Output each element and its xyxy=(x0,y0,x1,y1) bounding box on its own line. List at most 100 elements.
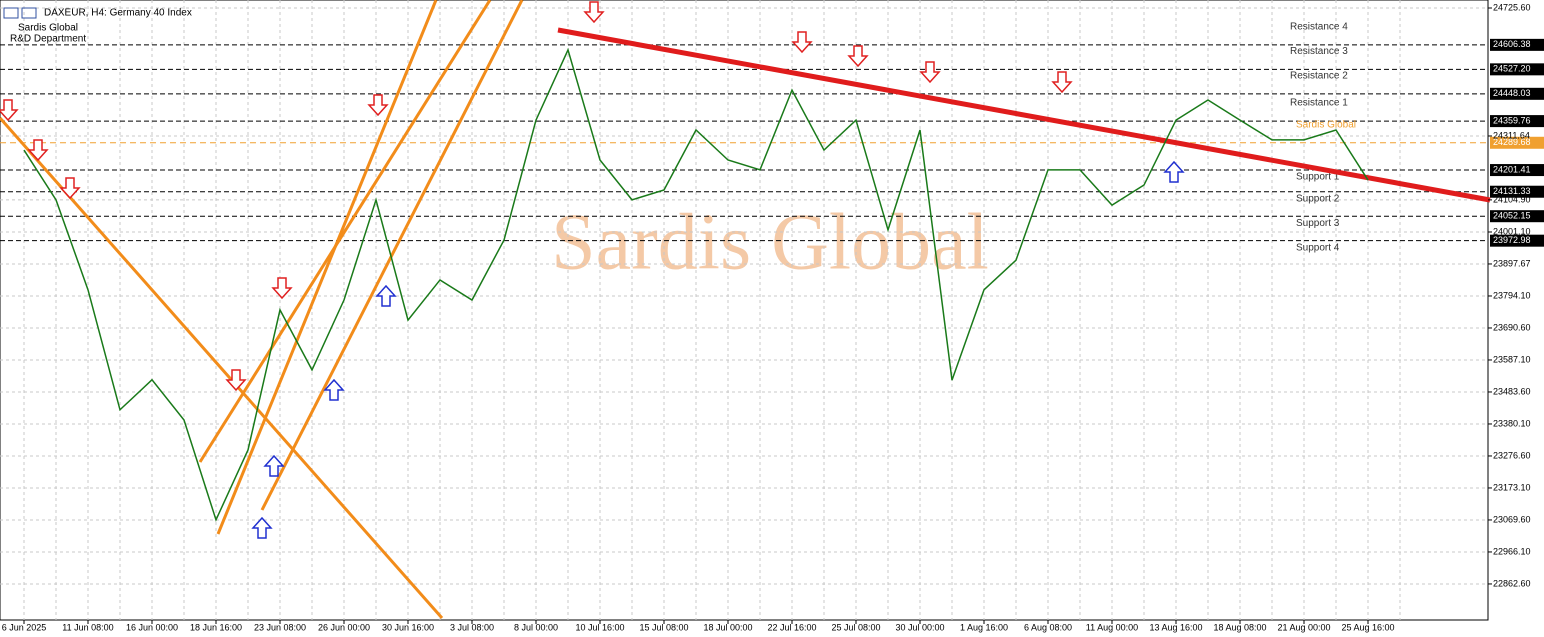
x-tick-label: 18 Jul 00:00 xyxy=(703,622,752,632)
y-tick-label: 22862.60 xyxy=(1493,578,1531,588)
up-arrow xyxy=(263,454,285,477)
channel-line xyxy=(260,0,524,511)
y-tick-label: 23587.10 xyxy=(1493,354,1531,364)
down-arrow xyxy=(225,369,247,392)
level-value-label: 24448.03 xyxy=(1493,88,1531,98)
arrows xyxy=(0,1,1185,539)
up-arrow xyxy=(1163,160,1185,183)
down-arrow xyxy=(271,277,293,300)
icon xyxy=(3,7,19,19)
x-tick-label: 30 Jun 16:00 xyxy=(382,622,434,632)
y-tick-label: 23173.10 xyxy=(1493,482,1531,492)
trend-line xyxy=(557,27,1491,203)
y-tick-label: 24311.64 xyxy=(1493,130,1530,140)
y-tick-label: 23069.60 xyxy=(1493,514,1531,524)
level-name: Resistance 4 xyxy=(1290,22,1348,33)
level-name: Support 4 xyxy=(1296,242,1340,253)
x-tick-label: 11 Jun 08:00 xyxy=(62,622,113,632)
down-arrow xyxy=(1051,71,1073,94)
y-tick-label: 23483.60 xyxy=(1493,386,1531,396)
x-tick-label: 18 Aug 08:00 xyxy=(1213,622,1266,632)
x-tick-label: 6 Aug 08:00 xyxy=(1024,622,1072,632)
down-arrow xyxy=(0,99,19,122)
y-tick-label: 24725.60 xyxy=(1493,2,1531,12)
level-name: Support 3 xyxy=(1296,218,1340,229)
x-tick-label: 13 Aug 16:00 xyxy=(1149,622,1202,632)
trend-line xyxy=(0,117,444,619)
up-arrow xyxy=(323,378,345,401)
x-tick-label: 22 Jul 16:00 xyxy=(767,622,816,632)
x-tick-label: 6 Jun 2025 xyxy=(2,622,47,632)
level-tag xyxy=(1490,164,1544,177)
down-arrow xyxy=(583,1,605,24)
y-tick-label: 24104.90 xyxy=(1493,194,1531,204)
plot xyxy=(23,47,1369,522)
x-tick-label: 23 Jun 08:00 xyxy=(254,622,306,632)
level-value-label: 24527.20 xyxy=(1493,64,1531,74)
x-tick-label: 26 Jun 00:00 xyxy=(318,622,370,632)
levels: Resistance 4 24606.38 Resistance 3 24527.20… xyxy=(0,22,1544,253)
x-tick-label: 25 Jul 08:00 xyxy=(831,622,880,632)
y-tick-label: 23690.60 xyxy=(1493,322,1531,332)
up-arrow xyxy=(375,284,397,307)
level-name: Support 1 xyxy=(1296,172,1340,183)
y-tick-label: 23794.10 xyxy=(1493,290,1531,300)
level-value-label: 23972.98 xyxy=(1493,235,1531,245)
down-arrow xyxy=(367,94,389,117)
y-tick-label: 23897.67 xyxy=(1493,258,1531,268)
level-tag xyxy=(1490,87,1544,100)
watermark: Sardis Global xyxy=(551,198,989,286)
level-tag xyxy=(1490,210,1544,223)
level-value-label: 24052.15 xyxy=(1493,211,1531,221)
subtitle: R&D Department xyxy=(10,34,86,45)
level-tag xyxy=(1490,136,1544,149)
chart-title: DAXEUR, H4: Germany 40 Index xyxy=(44,8,192,19)
x-tick-label: 30 Jul 00:00 xyxy=(895,622,944,632)
icon xyxy=(21,7,37,19)
level-value-label: 24131.33 xyxy=(1493,186,1531,196)
x-tick-label: 1 Aug 16:00 xyxy=(960,622,1008,632)
x-tick-label: 25 Aug 16:00 xyxy=(1341,622,1394,632)
level-tag xyxy=(1490,234,1544,247)
down-arrow xyxy=(27,139,49,162)
level-value-label: 24359.76 xyxy=(1493,115,1531,125)
y-tick-label: 24001.10 xyxy=(1493,226,1531,236)
level-name: Support 2 xyxy=(1296,193,1340,204)
x-tick-label: 8 Jul 00:00 xyxy=(514,622,558,632)
down-arrow xyxy=(59,177,81,200)
plot-frame xyxy=(0,0,1489,621)
grid xyxy=(0,0,1488,620)
level-value-label: 24289.68 xyxy=(1493,137,1531,147)
level-tag xyxy=(1490,115,1544,128)
down-arrow xyxy=(791,31,813,54)
drawings xyxy=(0,0,1491,619)
x-tick-label: 21 Aug 00:00 xyxy=(1277,622,1330,632)
y-tick-label: 22966.10 xyxy=(1493,546,1531,556)
level-tag xyxy=(1490,63,1544,76)
level-tag xyxy=(1490,38,1544,51)
level-name: Resistance 1 xyxy=(1290,98,1348,109)
x-tick-label: 18 Jun 16:00 xyxy=(190,622,242,632)
down-arrow xyxy=(919,61,941,84)
x-tick-label: 16 Jun 00:00 xyxy=(126,622,178,632)
channel-line xyxy=(216,0,438,535)
level-name: Sardis Global xyxy=(1296,119,1356,130)
up-arrow xyxy=(251,516,273,539)
channel-line xyxy=(198,0,492,463)
level-name: Resistance 3 xyxy=(1290,46,1348,57)
x-tick-label: 3 Jul 08:00 xyxy=(450,622,494,632)
y-tick-label: 23276.60 xyxy=(1493,450,1531,460)
level-tag xyxy=(1490,185,1544,198)
y-tick-label: 23380.10 xyxy=(1493,418,1531,428)
price-line xyxy=(23,47,1369,522)
x-tick-label: 10 Jul 16:00 xyxy=(575,622,624,632)
x-tick-label: 11 Aug 00:00 xyxy=(1086,622,1138,632)
level-value-label: 24606.38 xyxy=(1493,39,1531,49)
subtitle: Sardis Global xyxy=(18,23,78,34)
x-tick-label: 15 Jul 08:00 xyxy=(639,622,688,632)
level-value-label: 24201.41 xyxy=(1493,164,1531,174)
level-name: Resistance 2 xyxy=(1290,70,1348,81)
down-arrow xyxy=(847,45,869,68)
